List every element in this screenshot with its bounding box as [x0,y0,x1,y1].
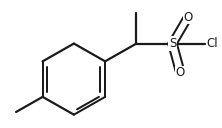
Text: O: O [176,66,185,79]
Text: O: O [183,11,192,24]
Text: Cl: Cl [207,37,218,50]
Text: S: S [169,37,176,50]
